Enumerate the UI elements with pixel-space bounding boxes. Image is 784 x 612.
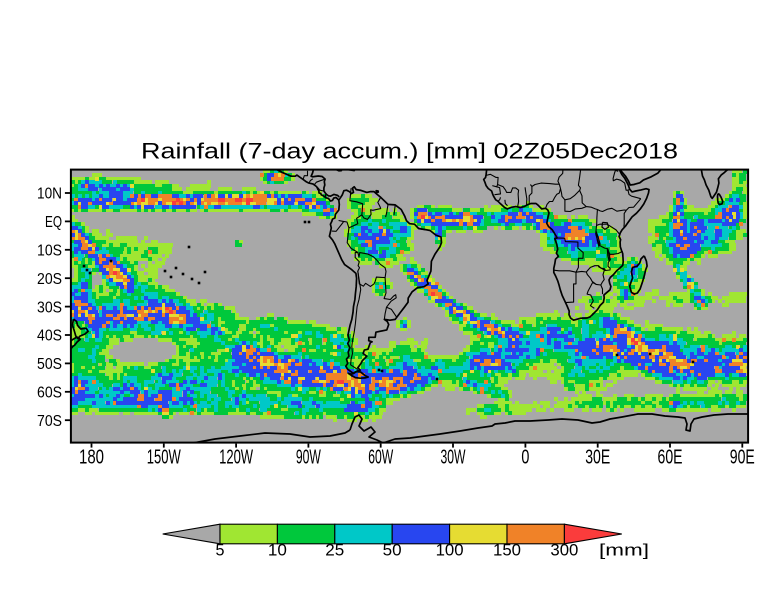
svg-text:60S: 60S <box>37 385 62 402</box>
svg-text:120W: 120W <box>219 447 253 469</box>
svg-text:30E: 30E <box>585 447 610 469</box>
svg-text:5: 5 <box>216 541 225 560</box>
svg-text:Rainfall (7-day accum.) [mm] 0: Rainfall (7-day accum.) [mm] 02Z05Dec201… <box>141 139 678 164</box>
svg-text:60W: 60W <box>368 447 393 469</box>
svg-text:30S: 30S <box>37 299 62 316</box>
svg-text:40S: 40S <box>37 328 62 345</box>
svg-text:50: 50 <box>383 541 402 560</box>
svg-text:EQ: EQ <box>45 214 62 231</box>
svg-text:50S: 50S <box>37 356 62 373</box>
svg-text:10: 10 <box>268 541 287 560</box>
svg-text:180: 180 <box>79 447 104 469</box>
svg-text:90W: 90W <box>296 447 321 469</box>
svg-text:90E: 90E <box>730 447 755 469</box>
svg-text:30W: 30W <box>441 447 466 469</box>
svg-text:300: 300 <box>550 541 578 560</box>
svg-text:60E: 60E <box>658 447 683 469</box>
svg-text:25: 25 <box>325 541 344 560</box>
svg-text:10N: 10N <box>37 186 62 203</box>
svg-text:10S: 10S <box>37 243 62 260</box>
svg-text:20S: 20S <box>37 271 62 288</box>
svg-text:0: 0 <box>521 447 529 469</box>
svg-text:[mm]: [mm] <box>599 541 649 560</box>
svg-text:150: 150 <box>493 541 521 560</box>
svg-text:100: 100 <box>436 541 464 560</box>
svg-text:70S: 70S <box>37 413 62 430</box>
svg-text:150W: 150W <box>147 447 181 469</box>
